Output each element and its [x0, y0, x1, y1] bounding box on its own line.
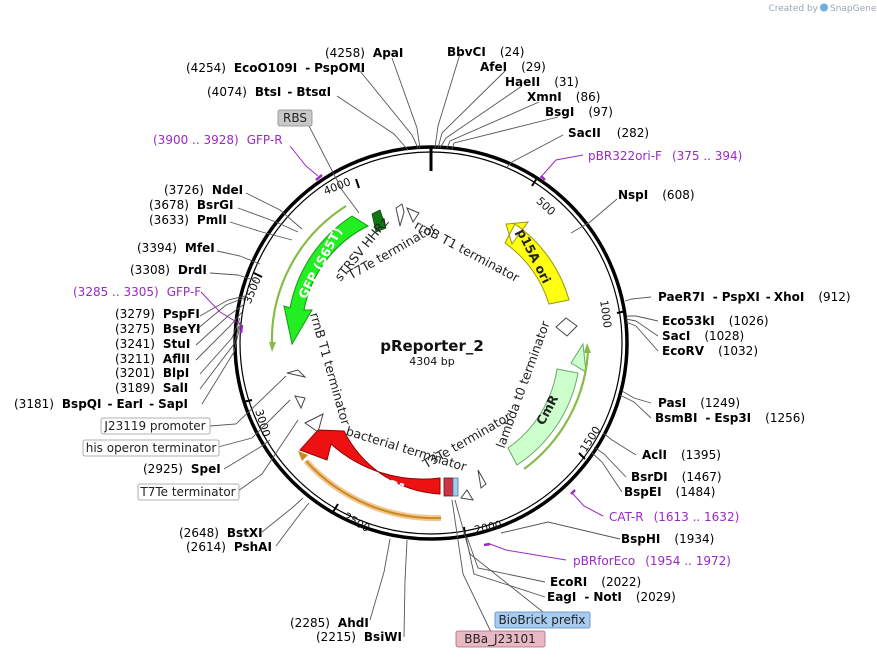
enzyme-bspei[interactable]: BspEI (1484): [624, 485, 715, 499]
primer-gfp-f[interactable]: (3285 .. 3305) GFP-F: [73, 285, 201, 299]
p15a-ori-arc: [504, 221, 570, 305]
biobrick-prefix-label[interactable]: BioBrick prefix: [498, 613, 585, 627]
enzyme-bsrdi[interactable]: BsrDI (1467): [631, 470, 722, 484]
enzyme-haeii[interactable]: HaeII (31): [505, 75, 579, 89]
tick-1000: 1000: [597, 299, 614, 329]
mrfp1-arc: [299, 429, 441, 495]
j23119-promoter-label[interactable]: J23119 promoter: [103, 419, 205, 433]
cmr-orf-line: [523, 349, 590, 470]
enzyme-ecori[interactable]: EcoRI (2022): [550, 575, 641, 589]
tick-500: 500: [534, 194, 558, 218]
enzyme-pasi[interactable]: PasI (1249): [658, 396, 740, 410]
enzyme-bsgi[interactable]: BsgI (97): [545, 105, 613, 119]
rrnb-t1-terminator-top-label: rrnB T1 terminator: [412, 217, 522, 285]
bba-j23101-mark: [443, 477, 454, 497]
enzyme-bsiwi[interactable]: (2215) BsiWI: [316, 630, 402, 644]
enzyme-eco53ki[interactable]: Eco53kI (1026): [662, 314, 769, 328]
gfp-orf-line: [270, 205, 347, 347]
enzyme-pshai[interactable]: (2614) PshAI: [186, 540, 272, 554]
tick-3000: 3000: [252, 408, 273, 439]
primer-gfp-r[interactable]: (3900 .. 3928) GFP-R: [153, 133, 283, 147]
tick-2500: 2500: [341, 510, 372, 535]
enzyme-btsi[interactable]: (4074) BtsI - BtsαI: [207, 85, 331, 99]
bba-j23101-label[interactable]: BBa_J23101: [464, 632, 536, 646]
enzyme-nspi[interactable]: NspI (608): [618, 188, 695, 202]
rbs-box[interactable]: [277, 109, 313, 127]
terminator-glyphs: [286, 203, 578, 501]
tick-1500: 1500: [577, 424, 603, 455]
biobrick-prefix-box[interactable]: [494, 611, 591, 629]
primer-cat-r[interactable]: CAT-R (1613 .. 1632): [609, 510, 739, 524]
primer-pbrforeco[interactable]: pBRforEco (1954 .. 1972): [573, 554, 731, 568]
primer-leaders: [200, 145, 604, 561]
his-operon-terminator-label[interactable]: his operon terminator: [86, 441, 217, 455]
credit-brand: SnapGene: [830, 4, 877, 14]
enzyme-sali[interactable]: (3189) SalI: [115, 381, 188, 395]
enzyme-pmli[interactable]: (3633) PmlI: [149, 213, 227, 227]
enzyme-bsrgi[interactable]: (3678) BsrGI: [149, 198, 233, 212]
enzyme-bbvci[interactable]: BbvCI (24): [447, 45, 524, 59]
enzyme-ecorv[interactable]: EcoRV (1032): [662, 344, 758, 358]
t7te-terminator-box[interactable]: [137, 483, 240, 501]
enzyme-eagi[interactable]: EagI - NotI (2029): [547, 590, 676, 604]
plasmid-name: pReporter_2: [380, 337, 484, 355]
enzyme-pspfi[interactable]: (3279) PspFI: [115, 307, 200, 321]
mrfp1-orf-line: [305, 460, 442, 520]
enzyme-acli[interactable]: AclI (1395): [642, 448, 721, 462]
rbs-label[interactable]: RBS: [283, 111, 307, 125]
enzyme-sacii[interactable]: SacII (282): [568, 126, 649, 140]
enzyme-blpi[interactable]: (3201) BlpI: [115, 366, 189, 380]
enzyme-bspqi[interactable]: (3181) BspQI - EarI - SapI: [14, 397, 188, 411]
enzyme-bsphi[interactable]: BspHI (1934): [621, 532, 714, 546]
enzyme-saci[interactable]: SacI (1028): [662, 329, 744, 343]
primer-sites: [239, 174, 576, 547]
enzyme-labels-left: (4258) ApaI (4254) EcoO109I - PspOMI (4074) B…: [14, 46, 403, 644]
bba-j23101-box[interactable]: [455, 630, 546, 648]
enzyme-afei[interactable]: AfeI (29): [480, 60, 546, 74]
enzyme-ecoo109i[interactable]: (4254) EcoO109I - PspOMI: [186, 61, 365, 75]
feature-leaders: [209, 125, 544, 633]
enzyme-stui[interactable]: (3241) StuI: [115, 337, 190, 351]
enzyme-drdi[interactable]: (3308) DrdI: [130, 263, 207, 277]
strsv-hhrz-arc: [371, 209, 387, 233]
primer-pbr322ori-f[interactable]: pBR322ori-F (375 .. 394): [588, 149, 742, 163]
plasmid-size: 4304 bp: [409, 355, 454, 368]
snapgene-logo-icon: [820, 3, 828, 12]
gfp-label: GFP (S65T): [295, 225, 345, 302]
enzyme-bstxi[interactable]: (2648) BstXI: [179, 526, 263, 540]
enzyme-ndei[interactable]: (3726) NdeI: [164, 183, 243, 197]
enzyme-bsmbi[interactable]: BsmBI - Esp3I (1256): [655, 411, 805, 425]
his-operon-terminator-box[interactable]: [82, 439, 220, 457]
t7te-terminator-label[interactable]: T7Te terminator: [139, 485, 235, 499]
enzyme-labels-right: BbvCI (24) AfeI (29) HaeII (31) XmnI (86) Bs…: [447, 45, 851, 604]
mrfp1-label: mRFP1: [357, 467, 408, 496]
j23119-promoter-box[interactable]: [100, 417, 211, 435]
credit-prefix: Created by: [768, 4, 818, 14]
rrnb-t1-terminator-left-label: rrnB T1 terminator: [307, 311, 354, 428]
cmr-arc: [507, 342, 587, 466]
enzyme-paer7i[interactable]: PaeR7I - PspXI - XhoI (912): [658, 290, 851, 304]
enzyme-leaders: [195, 53, 659, 638]
biobrick-mark: [452, 477, 459, 497]
tick-2000: 2000: [473, 518, 503, 537]
enzyme-ahdi[interactable]: (2285) AhdI: [290, 616, 369, 630]
enzyme-mfei[interactable]: (3394) MfeI: [137, 241, 215, 255]
enzyme-aflii[interactable]: (3211) AflII: [115, 352, 190, 366]
enzyme-bseyi[interactable]: (3275) BseYI: [115, 322, 201, 336]
enzyme-xmni[interactable]: XmnI (86): [527, 90, 600, 104]
enzyme-spei[interactable]: (2925) SpeI: [143, 462, 221, 476]
enzyme-apai[interactable]: (4258) ApaI: [325, 46, 403, 60]
gfp-arc: [283, 215, 370, 346]
